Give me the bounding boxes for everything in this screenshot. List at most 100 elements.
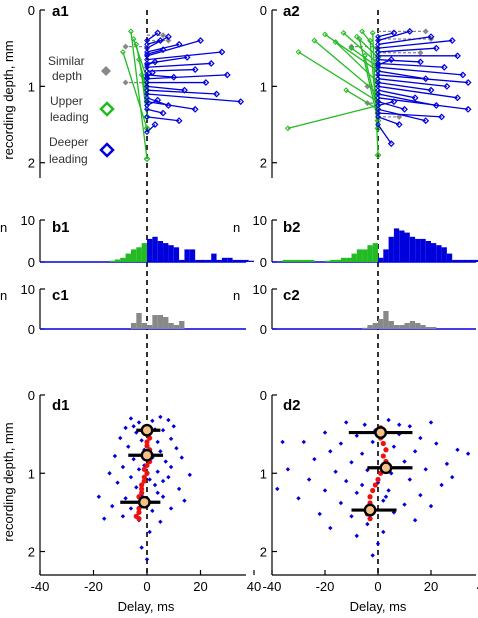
scatter-point-d1-32 (115, 480, 120, 485)
scatter-point-d2-0 (344, 420, 349, 425)
bar-b1-s1-1 (152, 236, 158, 262)
scatter-point-d2-20 (349, 460, 354, 465)
scatter-point-d1-46 (120, 514, 126, 519)
bar-b2-s1-6 (409, 236, 416, 262)
y-tick-label-b2-1: 10 (253, 213, 267, 228)
x-tick-label-d2-4: 40 (477, 579, 478, 594)
bar-b2-s1-9 (425, 241, 431, 262)
scatter-point-d1-18 (112, 453, 118, 459)
bar-b2-s1-18 (473, 259, 478, 262)
bar-c2-s0-1 (367, 325, 373, 329)
summary-marker-d1-0 (140, 423, 154, 437)
scatter-point-d1-27 (107, 471, 112, 476)
scatter-point-d2-29 (344, 478, 349, 484)
deeper-marker-a2-2 (448, 37, 456, 44)
deeper-marker-a2-22 (390, 98, 398, 106)
n-label-c2: n (233, 288, 240, 303)
scatter-point-d1-30 (166, 474, 171, 480)
deeper-marker-a1-16 (159, 109, 167, 117)
median-point-d1-5 (144, 443, 150, 449)
scatter-point-d1-51 (144, 557, 150, 562)
scatter-point-d1-25 (155, 469, 160, 474)
y-tick-label-d1-0: 0 (28, 388, 35, 403)
deeper-marker-a2-3 (432, 44, 440, 52)
legend-deeper-line2: leading (49, 152, 88, 166)
bar-b2-s0-17 (372, 243, 378, 262)
deeper-marker-a1-1 (164, 33, 172, 41)
scatter-point-d2-47 (328, 525, 333, 531)
scatter-point-d1-22 (179, 455, 184, 460)
scatter-point-d1-55 (131, 424, 136, 429)
y-tick-label-c2-0: 0 (260, 322, 267, 337)
deeper-segment-a1-17 (146, 116, 180, 122)
bar-b2-s1-13 (446, 253, 453, 262)
deeper-marker-a2-16 (401, 105, 408, 113)
upper-segment-a2-6 (335, 41, 379, 84)
legend-upper-marker-icon (99, 101, 115, 117)
scatter-point-d2-13 (434, 441, 439, 446)
scatter-point-d2-32 (439, 482, 444, 488)
median-point-d1-15 (139, 482, 145, 488)
median-point-d1-21 (136, 505, 142, 512)
deeper-origin-a1-19 (144, 51, 150, 58)
median-point-d1-12 (144, 470, 150, 476)
deeper-segment-a2-12 (377, 85, 458, 99)
y-tick-label-a2-1: 1 (260, 79, 267, 94)
scatter-point-d2-58 (383, 494, 389, 499)
upper-segment-a1-1 (122, 51, 148, 129)
deeper-marker-a1-4 (218, 48, 226, 56)
panel-d2: 0 1 2 -40 -20 0 20 40 (260, 388, 478, 594)
y-tick-label-d2-1: 1 (260, 466, 267, 481)
bar-b2-s1-17 (468, 259, 474, 262)
bar-b2-s0-3 (298, 259, 304, 262)
xlabel-right: Delay, ms (350, 599, 407, 614)
bar-b2-s1-15 (457, 259, 463, 262)
scatter-point-d2-28 (306, 477, 312, 482)
deeper-marker-a1-21 (148, 69, 156, 77)
deeper-marker-a2-8 (422, 75, 430, 83)
deeper-segment-a1-8 (146, 74, 174, 78)
bar-b2-s0-10 (335, 259, 341, 262)
scatter-point-d2-24 (333, 469, 338, 474)
bar-c1-s0-5 (157, 315, 164, 329)
upper-origin-a2-10 (367, 37, 373, 44)
median-point-d2-12 (367, 494, 373, 500)
panel-c2: 0 10 (253, 282, 476, 337)
deeper-marker-a1-3 (197, 37, 204, 44)
legend-upper-line2: leading (50, 110, 89, 124)
upper-origin-a1-4 (138, 72, 145, 78)
panel-label-a1: a1 (52, 3, 69, 20)
deeper-marker-a2-12 (454, 94, 461, 102)
scatter-point-d2-9 (301, 439, 306, 445)
deeper-segment-a2-16 (377, 101, 405, 110)
panel-a2: 0 1 2 (260, 3, 472, 178)
panel-label-a2: a2 (283, 3, 300, 20)
similar-marker-a2-6 (396, 113, 403, 120)
deeper-marker-a2-4 (454, 52, 461, 60)
deeper-marker-a2-17 (422, 117, 430, 125)
y-tick-label-d2-2: 2 (260, 545, 267, 560)
bar-b1-s1-2 (157, 241, 164, 262)
bar-b2-s1-2 (388, 236, 394, 262)
median-point-d2-16 (367, 516, 373, 522)
n-label-b2: n (233, 220, 240, 235)
upper-origin-a1-0 (128, 28, 134, 35)
deeper-origin-a2-22 (375, 102, 381, 109)
bar-b1-s0-4 (130, 249, 137, 262)
bar-b1-s1-11 (205, 259, 212, 262)
scatter-point-d1-28 (128, 474, 134, 480)
bar-b1-s1-9 (195, 259, 201, 262)
bar-b1-s1-5 (173, 247, 180, 262)
bar-b1-s0-1 (114, 259, 121, 262)
bar-b2-s0-15 (362, 249, 368, 262)
upper-marker-a2-11 (374, 151, 382, 159)
median-point-d1-10 (144, 462, 150, 469)
deeper-segment-a1-9 (146, 74, 228, 80)
deeper-segment-a2-5 (377, 58, 421, 63)
panel-c1: 0 10 (21, 282, 246, 337)
bar-b2-s1-0 (378, 257, 384, 262)
upper-origin-a1-1 (120, 49, 126, 55)
scatter-point-d2-56 (397, 422, 402, 427)
scatter-point-d1-17 (174, 446, 179, 451)
bar-b1-s1-15 (227, 257, 233, 262)
